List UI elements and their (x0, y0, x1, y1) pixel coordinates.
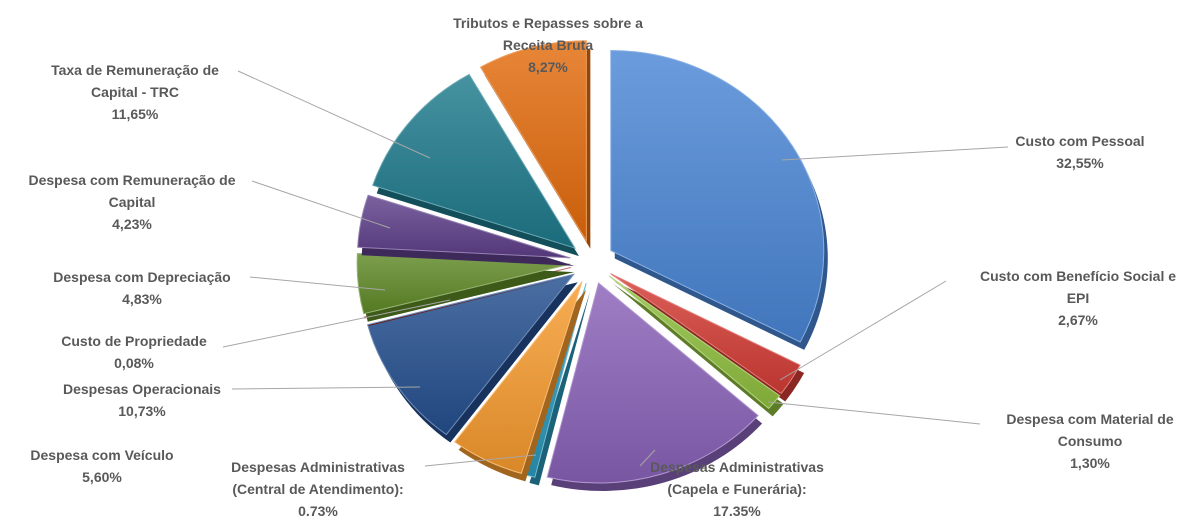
slice-value-label: 10,73% (118, 403, 166, 419)
slice-value-label: 0,73% (298, 503, 338, 516)
slice-category-label: EPI (1067, 290, 1090, 306)
slice-label-0: Custo com Pessoal 32,55% (1015, 133, 1144, 171)
slice-label-4: Despesas Administrativas (Central de Aten… (231, 459, 405, 516)
pie-slices (356, 40, 828, 492)
slice-category-label: Despesa com Veículo (30, 447, 173, 463)
slice-value-label: 11,65% (112, 106, 159, 122)
slice-label-6: Despesas Operacionais 10,73% (63, 381, 221, 419)
slice-label-7: Custo de Propriedade 0,08% (61, 333, 207, 371)
pie-slice-11 (479, 40, 587, 243)
leader-line-9 (251, 180, 391, 229)
leader-line-3 (639, 449, 656, 467)
slice-label-1: Custo com Benefício Social e EPI 2,67% (980, 268, 1176, 328)
slice-category-label: Despesa com Material de (1006, 411, 1174, 427)
slice-category-label: (Capela e Funerária): (667, 481, 806, 497)
leader-line-0 (781, 146, 1009, 161)
slice-label-11: Tributos e Repasses sobre a Receita Bruta… (453, 15, 643, 75)
slice-value-label: 32,55% (1056, 155, 1104, 171)
pie-slice-0 (610, 50, 825, 343)
slice-value-label: 2,67% (1058, 312, 1098, 328)
slice-category-label: Despesa com Depreciação (53, 269, 230, 285)
slice-category-label: Despesas Operacionais (63, 381, 221, 397)
slice-category-label: Tributos e Repasses sobre a (453, 15, 643, 31)
slice-category-label: Despesas Administrativas (650, 459, 824, 475)
slice-category-label: Despesas Administrativas (231, 459, 405, 475)
slice-value-label: 4,83% (122, 291, 162, 307)
leader-line-10 (237, 70, 431, 159)
slice-label-5: Despesa com Veículo 5,60% (30, 447, 173, 485)
pie-slice-3 (546, 282, 759, 484)
leader-line-8 (249, 276, 386, 291)
pie-slice-2 (608, 275, 781, 410)
slice-category-label: Capital (109, 194, 156, 210)
pie-slice-10 (372, 73, 577, 249)
slice-value-label: 4,23% (112, 216, 152, 232)
slice-label-8: Despesa com Depreciação 4,83% (53, 269, 230, 307)
slice-label-9: Despesa com Remuneração de Capital 4,23% (29, 172, 236, 232)
leader-line-6 (231, 386, 421, 390)
pie-slice-6 (367, 273, 576, 436)
slice-value-label: 0,08% (114, 355, 154, 371)
slice-category-label: Custo de Propriedade (61, 333, 207, 349)
pie-slice-9 (357, 194, 571, 259)
slice-category-label: Custo com Pessoal (1015, 133, 1144, 149)
slice-category-label: Receita Bruta (503, 37, 593, 53)
slice-category-label: (Central de Atendimento): (232, 481, 403, 497)
slice-value-label: 17,35% (713, 503, 761, 516)
slice-label-10: Taxa de Remuneração de Capital - TRC 11,65… (51, 62, 219, 122)
slice-labels: Custo com Pessoal 32,55% Custo com Benefíc… (29, 15, 1177, 516)
leader-line-7 (222, 299, 451, 348)
pie-slice-8 (356, 252, 571, 315)
slice-category-label: Capital - TRC (91, 84, 179, 100)
leader-line-2 (767, 401, 981, 425)
leader-lines (222, 70, 1009, 467)
slice-value-label: 8,27% (528, 59, 568, 75)
leader-line-1 (779, 280, 947, 381)
slice-label-2: Despesa com Material de Consumo 1,30% (1006, 411, 1174, 471)
pie-slice-edge-7 (368, 275, 575, 327)
leader-line-4 (424, 454, 537, 467)
slice-category-label: Despesa com Remuneração de (29, 172, 236, 188)
slice-category-label: Custo com Benefício Social e (980, 268, 1176, 284)
slice-value-label: 1,30% (1070, 455, 1110, 471)
slice-value-label: 5,60% (82, 469, 122, 485)
slice-category-label: Taxa de Remuneração de (51, 62, 219, 78)
slice-label-3: Despesas Administrativas (Capela e Funerá… (650, 459, 824, 516)
pie-slice-1 (610, 273, 801, 395)
slice-category-label: Consumo (1058, 433, 1123, 449)
